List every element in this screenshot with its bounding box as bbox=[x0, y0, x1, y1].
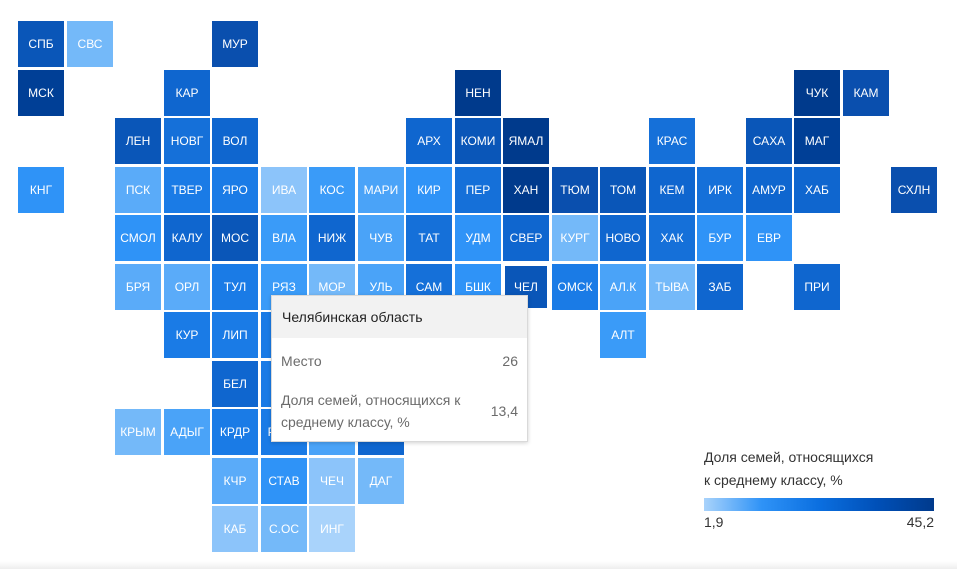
region-tile[interactable]: МУР bbox=[212, 21, 258, 67]
region-tile[interactable]: АМУР bbox=[746, 167, 792, 213]
region-tile[interactable]: АЛ.К bbox=[600, 264, 646, 310]
region-tile[interactable]: ЧУК bbox=[794, 70, 840, 116]
bottom-edge-shade bbox=[0, 561, 957, 569]
legend-max-label: 45,2 bbox=[906, 514, 934, 530]
region-tile[interactable]: СВЕР bbox=[503, 215, 549, 261]
tooltip-share-label: Доля семей, относящихся к среднему класс… bbox=[281, 392, 461, 430]
region-tile[interactable]: КУРГ bbox=[552, 215, 598, 261]
region-tile[interactable]: ТВЕР bbox=[164, 167, 210, 213]
region-tile[interactable]: ДАГ bbox=[358, 458, 404, 504]
tooltip-rank-value: 26 bbox=[502, 353, 518, 369]
region-tile[interactable]: КАЛУ bbox=[164, 215, 210, 261]
region-tile[interactable]: ТОМ bbox=[600, 167, 646, 213]
region-tile[interactable]: ЧУВ bbox=[358, 215, 404, 261]
region-tile[interactable]: СМОЛ bbox=[115, 215, 161, 261]
region-tile[interactable]: НЕН bbox=[455, 70, 501, 116]
region-tile[interactable]: ЛЕН bbox=[115, 118, 161, 164]
region-tile[interactable]: САХА bbox=[746, 118, 792, 164]
tooltip-title: Челябинская область bbox=[272, 296, 527, 338]
legend-gradient-bar bbox=[704, 498, 934, 511]
region-tile[interactable]: МСК bbox=[18, 70, 64, 116]
region-tile[interactable]: ХАК bbox=[649, 215, 695, 261]
region-tile[interactable]: КОМИ bbox=[455, 118, 501, 164]
region-tile[interactable]: АЛТ bbox=[600, 312, 646, 358]
legend-title: Доля семей, относящихся к среднему класс… bbox=[704, 449, 874, 488]
region-tile[interactable]: ПЕР bbox=[455, 167, 501, 213]
region-tile[interactable]: ТУЛ bbox=[212, 264, 258, 310]
region-tile[interactable]: АРХ bbox=[406, 118, 452, 164]
region-tile[interactable]: КУР bbox=[164, 312, 210, 358]
region-tile[interactable]: ЧЕЧ bbox=[309, 458, 355, 504]
region-tile[interactable]: КИР bbox=[406, 167, 452, 213]
region-tile[interactable]: ИНГ bbox=[309, 506, 355, 552]
region-tile[interactable]: НОВГ bbox=[164, 118, 210, 164]
region-tile[interactable]: ОМСК bbox=[552, 264, 598, 310]
region-tile[interactable]: ТАТ bbox=[406, 215, 452, 261]
region-tile[interactable]: ПСК bbox=[115, 167, 161, 213]
region-tile[interactable]: НОВО bbox=[600, 215, 646, 261]
region-tile[interactable]: СПБ bbox=[18, 21, 64, 67]
region-tile[interactable]: ПРИ bbox=[794, 264, 840, 310]
region-tooltip: Челябинская область Место 26 Доля семей,… bbox=[271, 295, 528, 442]
region-tile[interactable]: НИЖ bbox=[309, 215, 355, 261]
legend-ticks: 1,9 45,2 bbox=[704, 514, 934, 530]
region-tile[interactable]: ЛИП bbox=[212, 312, 258, 358]
region-tile[interactable]: УДМ bbox=[455, 215, 501, 261]
region-tile[interactable]: КАБ bbox=[212, 506, 258, 552]
region-tile[interactable]: ХАН bbox=[503, 167, 549, 213]
region-tile[interactable]: БЕЛ bbox=[212, 361, 258, 407]
region-tile[interactable]: ЯРО bbox=[212, 167, 258, 213]
region-tile[interactable]: МОС bbox=[212, 215, 258, 261]
region-tile[interactable]: КРЫМ bbox=[115, 409, 161, 455]
region-tile[interactable]: СХЛН bbox=[891, 167, 937, 213]
region-tile[interactable]: ТЮМ bbox=[552, 167, 598, 213]
region-tile[interactable]: ВЛА bbox=[261, 215, 307, 261]
region-tile[interactable]: СВС bbox=[67, 21, 113, 67]
region-tile[interactable]: АДЫГ bbox=[164, 409, 210, 455]
region-tile[interactable]: ВОЛ bbox=[212, 118, 258, 164]
region-tile[interactable]: КРАС bbox=[649, 118, 695, 164]
region-tile[interactable]: КНГ bbox=[18, 167, 64, 213]
region-tile[interactable]: МАГ bbox=[794, 118, 840, 164]
tooltip-rank-row: Место 26 bbox=[272, 349, 527, 373]
region-tile[interactable]: ИРК bbox=[697, 167, 743, 213]
region-tile[interactable]: ЗАБ bbox=[697, 264, 743, 310]
region-tile[interactable]: БУР bbox=[697, 215, 743, 261]
region-tile[interactable]: МАРИ bbox=[358, 167, 404, 213]
region-tile[interactable]: КАР bbox=[164, 70, 210, 116]
region-tile[interactable]: С.ОС bbox=[261, 506, 307, 552]
tooltip-rank-label: Место bbox=[281, 353, 322, 369]
tooltip-share-row: Доля семей, относящихся к среднему класс… bbox=[272, 389, 527, 433]
tooltip-share-value: 13,4 bbox=[490, 403, 518, 419]
region-tile[interactable]: ИВА bbox=[261, 167, 307, 213]
region-tile[interactable]: БРЯ bbox=[115, 264, 161, 310]
region-tile[interactable]: ТЫВА bbox=[649, 264, 695, 310]
region-tile[interactable]: КРДР bbox=[212, 409, 258, 455]
region-tile[interactable]: ОРЛ bbox=[164, 264, 210, 310]
region-tile[interactable]: СТАВ bbox=[261, 458, 307, 504]
region-tile[interactable]: ЯМАЛ bbox=[503, 118, 549, 164]
region-tile[interactable]: ХАБ bbox=[794, 167, 840, 213]
color-legend: Доля семей, относящихся к среднему класс… bbox=[704, 446, 934, 530]
region-tile[interactable]: КАМ bbox=[843, 70, 889, 116]
region-tile[interactable]: КЧР bbox=[212, 458, 258, 504]
region-tile[interactable]: КОС bbox=[309, 167, 355, 213]
legend-min-label: 1,9 bbox=[704, 514, 724, 530]
region-tile[interactable]: КЕМ bbox=[649, 167, 695, 213]
region-tile[interactable]: ЕВР bbox=[746, 215, 792, 261]
